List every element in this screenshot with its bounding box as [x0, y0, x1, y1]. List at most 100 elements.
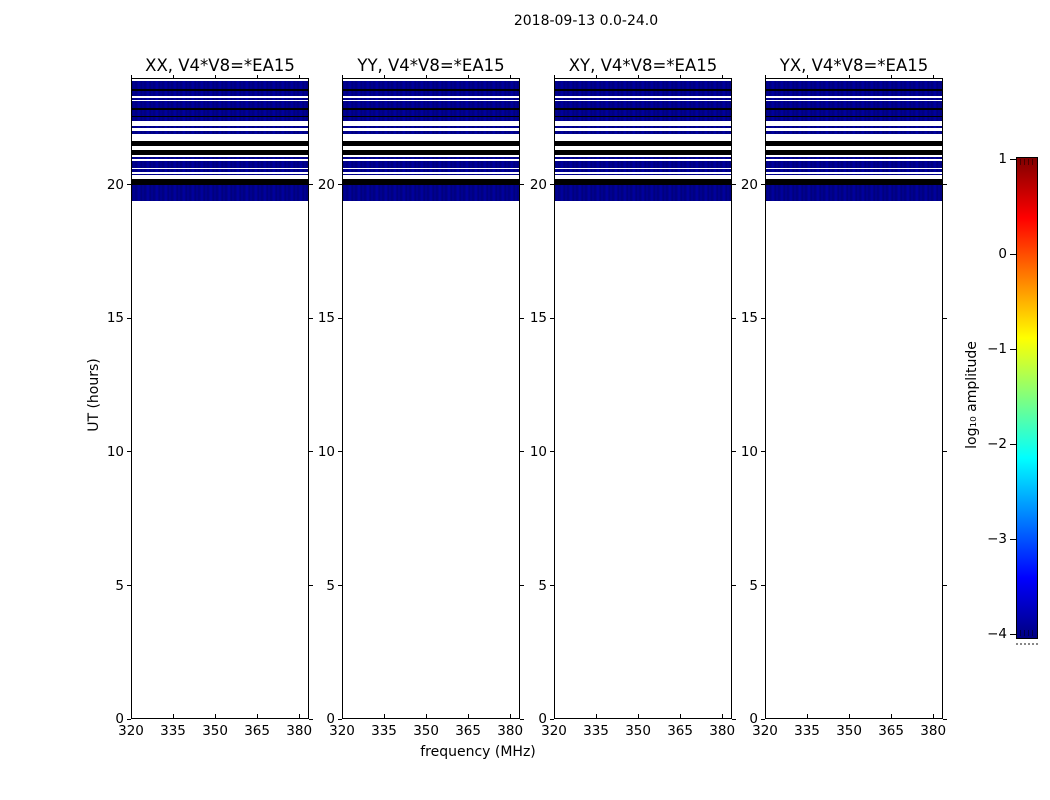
- data-band: [343, 150, 519, 156]
- x-tick-top: [595, 75, 597, 78]
- plot-panel: [554, 78, 732, 719]
- data-band: [343, 117, 519, 122]
- data-band: [343, 141, 519, 147]
- y-tick-left: [550, 317, 554, 319]
- data-band: [555, 101, 731, 109]
- data-band: [555, 185, 731, 201]
- x-tick-label: 320: [541, 723, 567, 739]
- colorbar-comb-top: [1020, 159, 1021, 165]
- y-tick-left: [550, 585, 554, 586]
- x-tick: [299, 714, 301, 718]
- colorbar-tick: [1010, 443, 1016, 445]
- data-band: [766, 185, 942, 201]
- x-tick-label: 335: [160, 723, 186, 739]
- colorbar-tick-label: −2: [987, 436, 1007, 452]
- panel-title: XY, V4*V8=*EA15: [568, 56, 718, 75]
- data-band: [766, 131, 942, 134]
- x-tick-label: 320: [752, 723, 778, 739]
- data-band: [132, 91, 308, 97]
- data-band: [555, 169, 731, 172]
- y-tick-left: [761, 184, 765, 186]
- x-tick-top: [637, 75, 639, 78]
- data-band: [343, 88, 519, 91]
- panel-title: YX, V4*V8=*EA15: [779, 56, 929, 75]
- y-tick-right: [309, 451, 313, 453]
- data-band: [766, 88, 942, 91]
- x-tick: [257, 714, 259, 718]
- x-tick-label: 350: [413, 723, 439, 739]
- data-band: [343, 97, 519, 100]
- y-tick-left: [127, 184, 131, 186]
- y-tick-right: [943, 718, 947, 720]
- y-tick-right: [309, 718, 313, 720]
- y-tick-left: [550, 451, 554, 453]
- colorbar-comb-top: [1024, 159, 1025, 165]
- data-band: [132, 116, 308, 118]
- x-axis-label: frequency (MHz): [420, 744, 536, 760]
- y-tick-right: [943, 317, 947, 319]
- data-band: [555, 97, 731, 100]
- y-tick-label: 5: [749, 577, 758, 594]
- x-tick-top: [932, 75, 934, 78]
- y-tick-label: 20: [740, 176, 758, 193]
- data-band: [132, 108, 308, 110]
- panel-title: XX, V4*V8=*EA15: [145, 56, 295, 75]
- y-tick-label: 20: [317, 176, 335, 193]
- x-tick-top: [509, 75, 511, 78]
- data-band: [343, 173, 519, 176]
- x-tick: [426, 714, 428, 718]
- y-tick-right: [732, 585, 736, 586]
- colorbar-tick-label: 1: [998, 151, 1007, 167]
- data-band: [132, 131, 308, 134]
- y-tick-left: [127, 585, 131, 586]
- y-tick-left: [761, 718, 765, 720]
- data-band: [132, 97, 308, 100]
- y-tick-left: [761, 317, 765, 319]
- colorbar-tick-label: −1: [987, 341, 1007, 357]
- data-band: [766, 126, 942, 129]
- y-tick-left: [127, 451, 131, 453]
- x-tick-label: 335: [371, 723, 397, 739]
- x-tick-label: 350: [202, 723, 228, 739]
- data-band: [132, 126, 308, 129]
- data-band: [343, 161, 519, 168]
- x-tick-label: 335: [583, 723, 609, 739]
- data-band: [555, 126, 731, 129]
- data-band: [766, 141, 942, 147]
- data-band: [132, 141, 308, 147]
- data-band: [766, 157, 942, 160]
- data-band: [555, 80, 731, 89]
- y-tick-left: [550, 718, 554, 720]
- data-band: [132, 185, 308, 201]
- x-tick-label: 320: [329, 723, 355, 739]
- y-tick-right: [943, 585, 947, 586]
- x-tick: [468, 714, 470, 718]
- y-tick-label: 15: [317, 310, 335, 327]
- y-tick-right: [732, 184, 736, 186]
- y-tick-right: [520, 718, 524, 720]
- y-tick-left: [761, 585, 765, 586]
- x-tick: [510, 714, 512, 718]
- data-band: [766, 80, 942, 89]
- y-tick-label: 0: [115, 711, 124, 727]
- x-tick-label: 380: [286, 723, 313, 739]
- data-band: [766, 117, 942, 122]
- y-tick-left: [127, 317, 131, 319]
- data-band: [555, 173, 731, 176]
- data-band: [132, 157, 308, 160]
- x-tick-top: [341, 75, 343, 78]
- x-tick: [384, 714, 385, 718]
- data-band: [132, 169, 308, 172]
- data-band: [132, 179, 308, 186]
- x-tick-label: 350: [625, 723, 651, 739]
- y-tick-label: 10: [740, 443, 758, 460]
- x-tick-label: 350: [836, 723, 862, 739]
- data-band: [343, 116, 519, 118]
- y-tick-label: 0: [538, 711, 547, 727]
- data-band: [766, 173, 942, 176]
- data-band: [343, 80, 519, 89]
- y-tick-right: [520, 317, 524, 319]
- data-band: [132, 117, 308, 122]
- x-tick-top: [467, 75, 469, 78]
- x-tick: [554, 714, 555, 718]
